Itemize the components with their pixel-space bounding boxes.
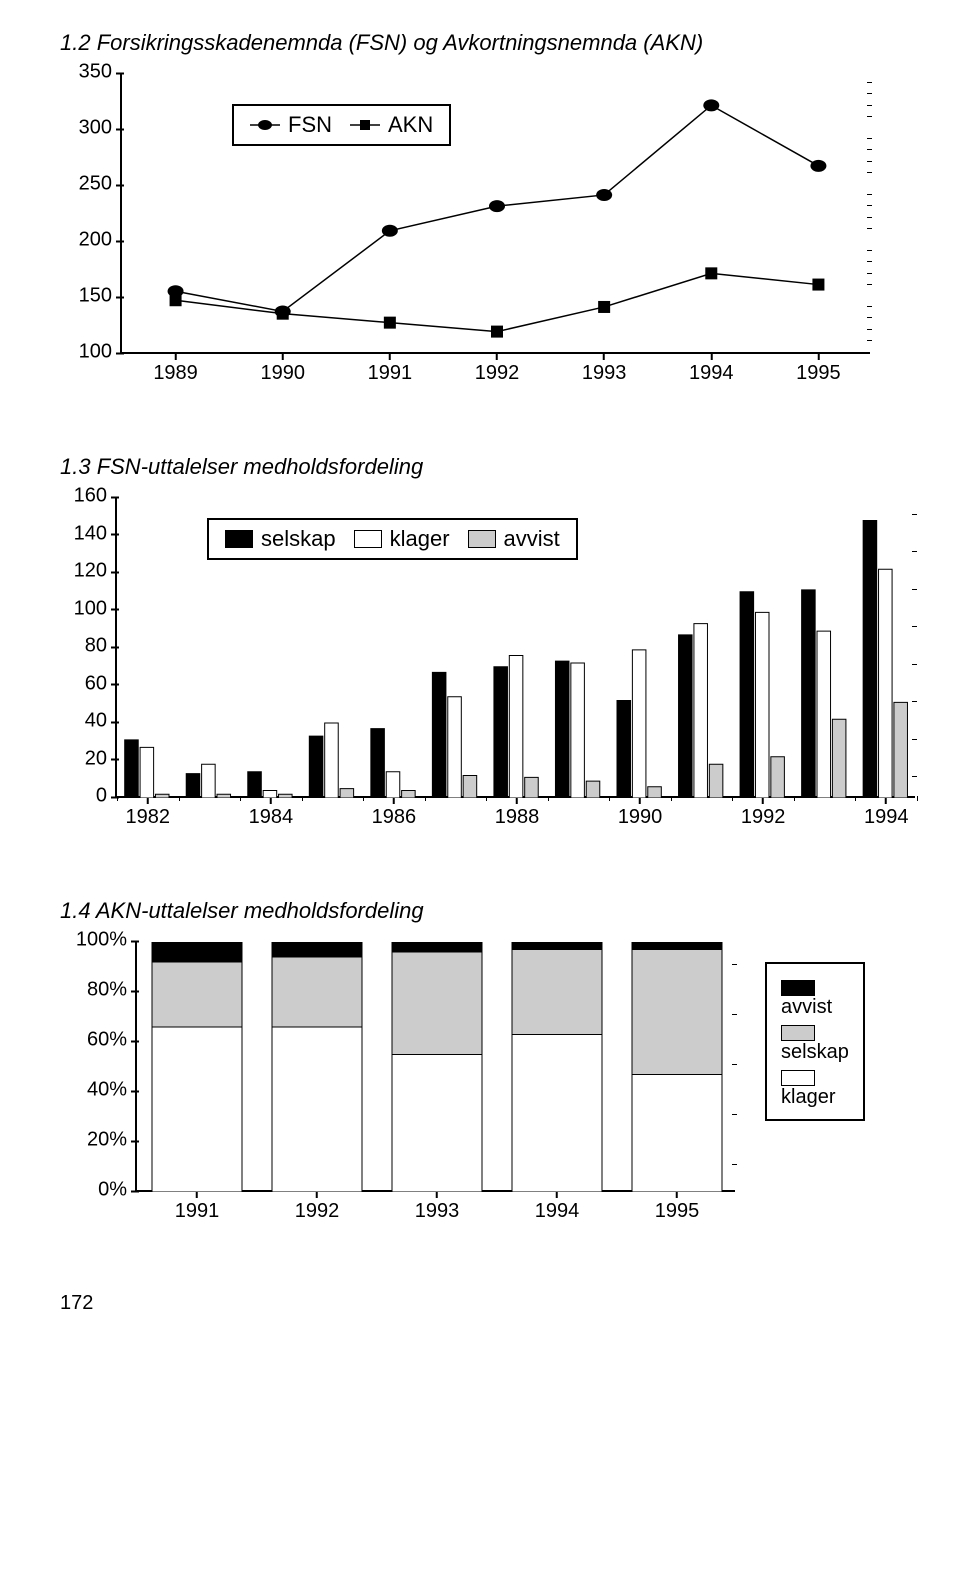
chart2-ytick: 140 [74, 522, 117, 545]
legend-swatch [781, 1025, 815, 1041]
legend-swatch [468, 530, 496, 548]
chart1-xtick: 1994 [689, 352, 734, 385]
legend-item: AKN [350, 112, 433, 138]
chart2-title: 1.3 FSN-uttalelser medholdsfordeling [60, 454, 920, 480]
chart2-bar: 0 20 40 60 80 100 120 140 160 1982 1984 1986 1988 199… [60, 488, 920, 848]
legend-label: klager [390, 526, 450, 552]
chart1-ytick: 300 [79, 117, 122, 140]
chart2-legend: selskap klager avvist [207, 518, 578, 560]
legend-label: klager [781, 1086, 849, 1109]
chart1-legend: FSN AKN [232, 104, 451, 146]
legend-label: AKN [388, 112, 433, 138]
chart2-ytick: 20 [85, 747, 117, 770]
chart1-xtick: 1992 [475, 352, 520, 385]
chart2-ytick: 0 [96, 785, 117, 808]
chart2-xtick: 1988 [495, 796, 540, 829]
chart1-ytick: 100 [79, 341, 122, 364]
chart3-title: 1.4 AKN-uttalelser medholdsfordeling [60, 898, 920, 924]
legend-label: selskap [261, 526, 336, 552]
chart1-xtick: 1989 [153, 352, 198, 385]
chart3-xtick: 1995 [655, 1190, 700, 1223]
legend-label: FSN [288, 112, 332, 138]
legend-item: FSN [250, 112, 332, 138]
legend-label: selskap [781, 1041, 849, 1064]
chart3-stacked: 0%20%40%60%80%100%19911992199319941995 a… [60, 932, 920, 1242]
legend-swatch [354, 530, 382, 548]
chart1-title: 1.2 Forsikringsskadenemnda (FSN) og Avko… [60, 30, 920, 56]
legend-swatch [781, 980, 815, 996]
chart2-xtick-minor [917, 796, 918, 801]
chart1-ytick: 250 [79, 173, 122, 196]
legend-label: avvist [781, 996, 849, 1019]
chart1-ytick: 150 [79, 285, 122, 308]
chart2-plot: 0204060801001201401601982198419861988199… [115, 498, 915, 798]
legend-label: avvist [504, 526, 560, 552]
chart1-xtick: 1995 [796, 352, 841, 385]
chart1-xtick: 1993 [582, 352, 627, 385]
chart2-xtick: 1982 [126, 796, 171, 829]
chart2-ytick: 120 [74, 560, 117, 583]
chart2-ytick: 60 [85, 672, 117, 695]
chart2-ytick: 40 [85, 710, 117, 733]
chart1-ytick: 200 [79, 229, 122, 252]
chart3-xtick: 1991 [175, 1190, 220, 1223]
chart1-plot: 1001502002503003501989199019911992199319… [120, 74, 870, 354]
chart3-legend-box: avvist selskap klager [765, 962, 865, 1121]
legend-swatch [781, 1070, 815, 1086]
legend-swatch [225, 530, 253, 548]
chart3-xtick: 1994 [535, 1190, 580, 1223]
chart2-xtick: 1986 [372, 796, 417, 829]
chart2-xtick: 1984 [249, 796, 294, 829]
chart3-ytick: 20% [87, 1129, 137, 1152]
chart3-xtick: 1992 [295, 1190, 340, 1223]
chart3-ytick: 80% [87, 979, 137, 1002]
legend-item: selskap [225, 526, 336, 552]
chart2-ytick: 80 [85, 635, 117, 658]
legend-item: klager [354, 526, 450, 552]
chart3-ytick: 0% [98, 1179, 137, 1202]
chart3-xtick: 1993 [415, 1190, 460, 1223]
chart2-xtick: 1994 [864, 796, 909, 829]
chart3-ytick: 100% [76, 929, 137, 952]
chart1-xtick: 1990 [260, 352, 305, 385]
chart2-ytick: 100 [74, 597, 117, 620]
chart2-ytick: 160 [74, 485, 117, 508]
chart1-ytick: 350 [79, 61, 122, 84]
chart1-line: 100 150 200 250 300 350 1989 1990 1991 1992 1993 19… [60, 64, 920, 404]
chart3-ytick: 60% [87, 1029, 137, 1052]
chart1-xtick: 1991 [368, 352, 413, 385]
chart3-plot: 0%20%40%60%80%100%19911992199319941995 [135, 942, 735, 1192]
legend-item: avvist [468, 526, 560, 552]
chart2-xtick: 1990 [618, 796, 663, 829]
chart3-ytick: 40% [87, 1079, 137, 1102]
page-number: 172 [60, 1292, 920, 1315]
chart2-xtick: 1992 [741, 796, 786, 829]
